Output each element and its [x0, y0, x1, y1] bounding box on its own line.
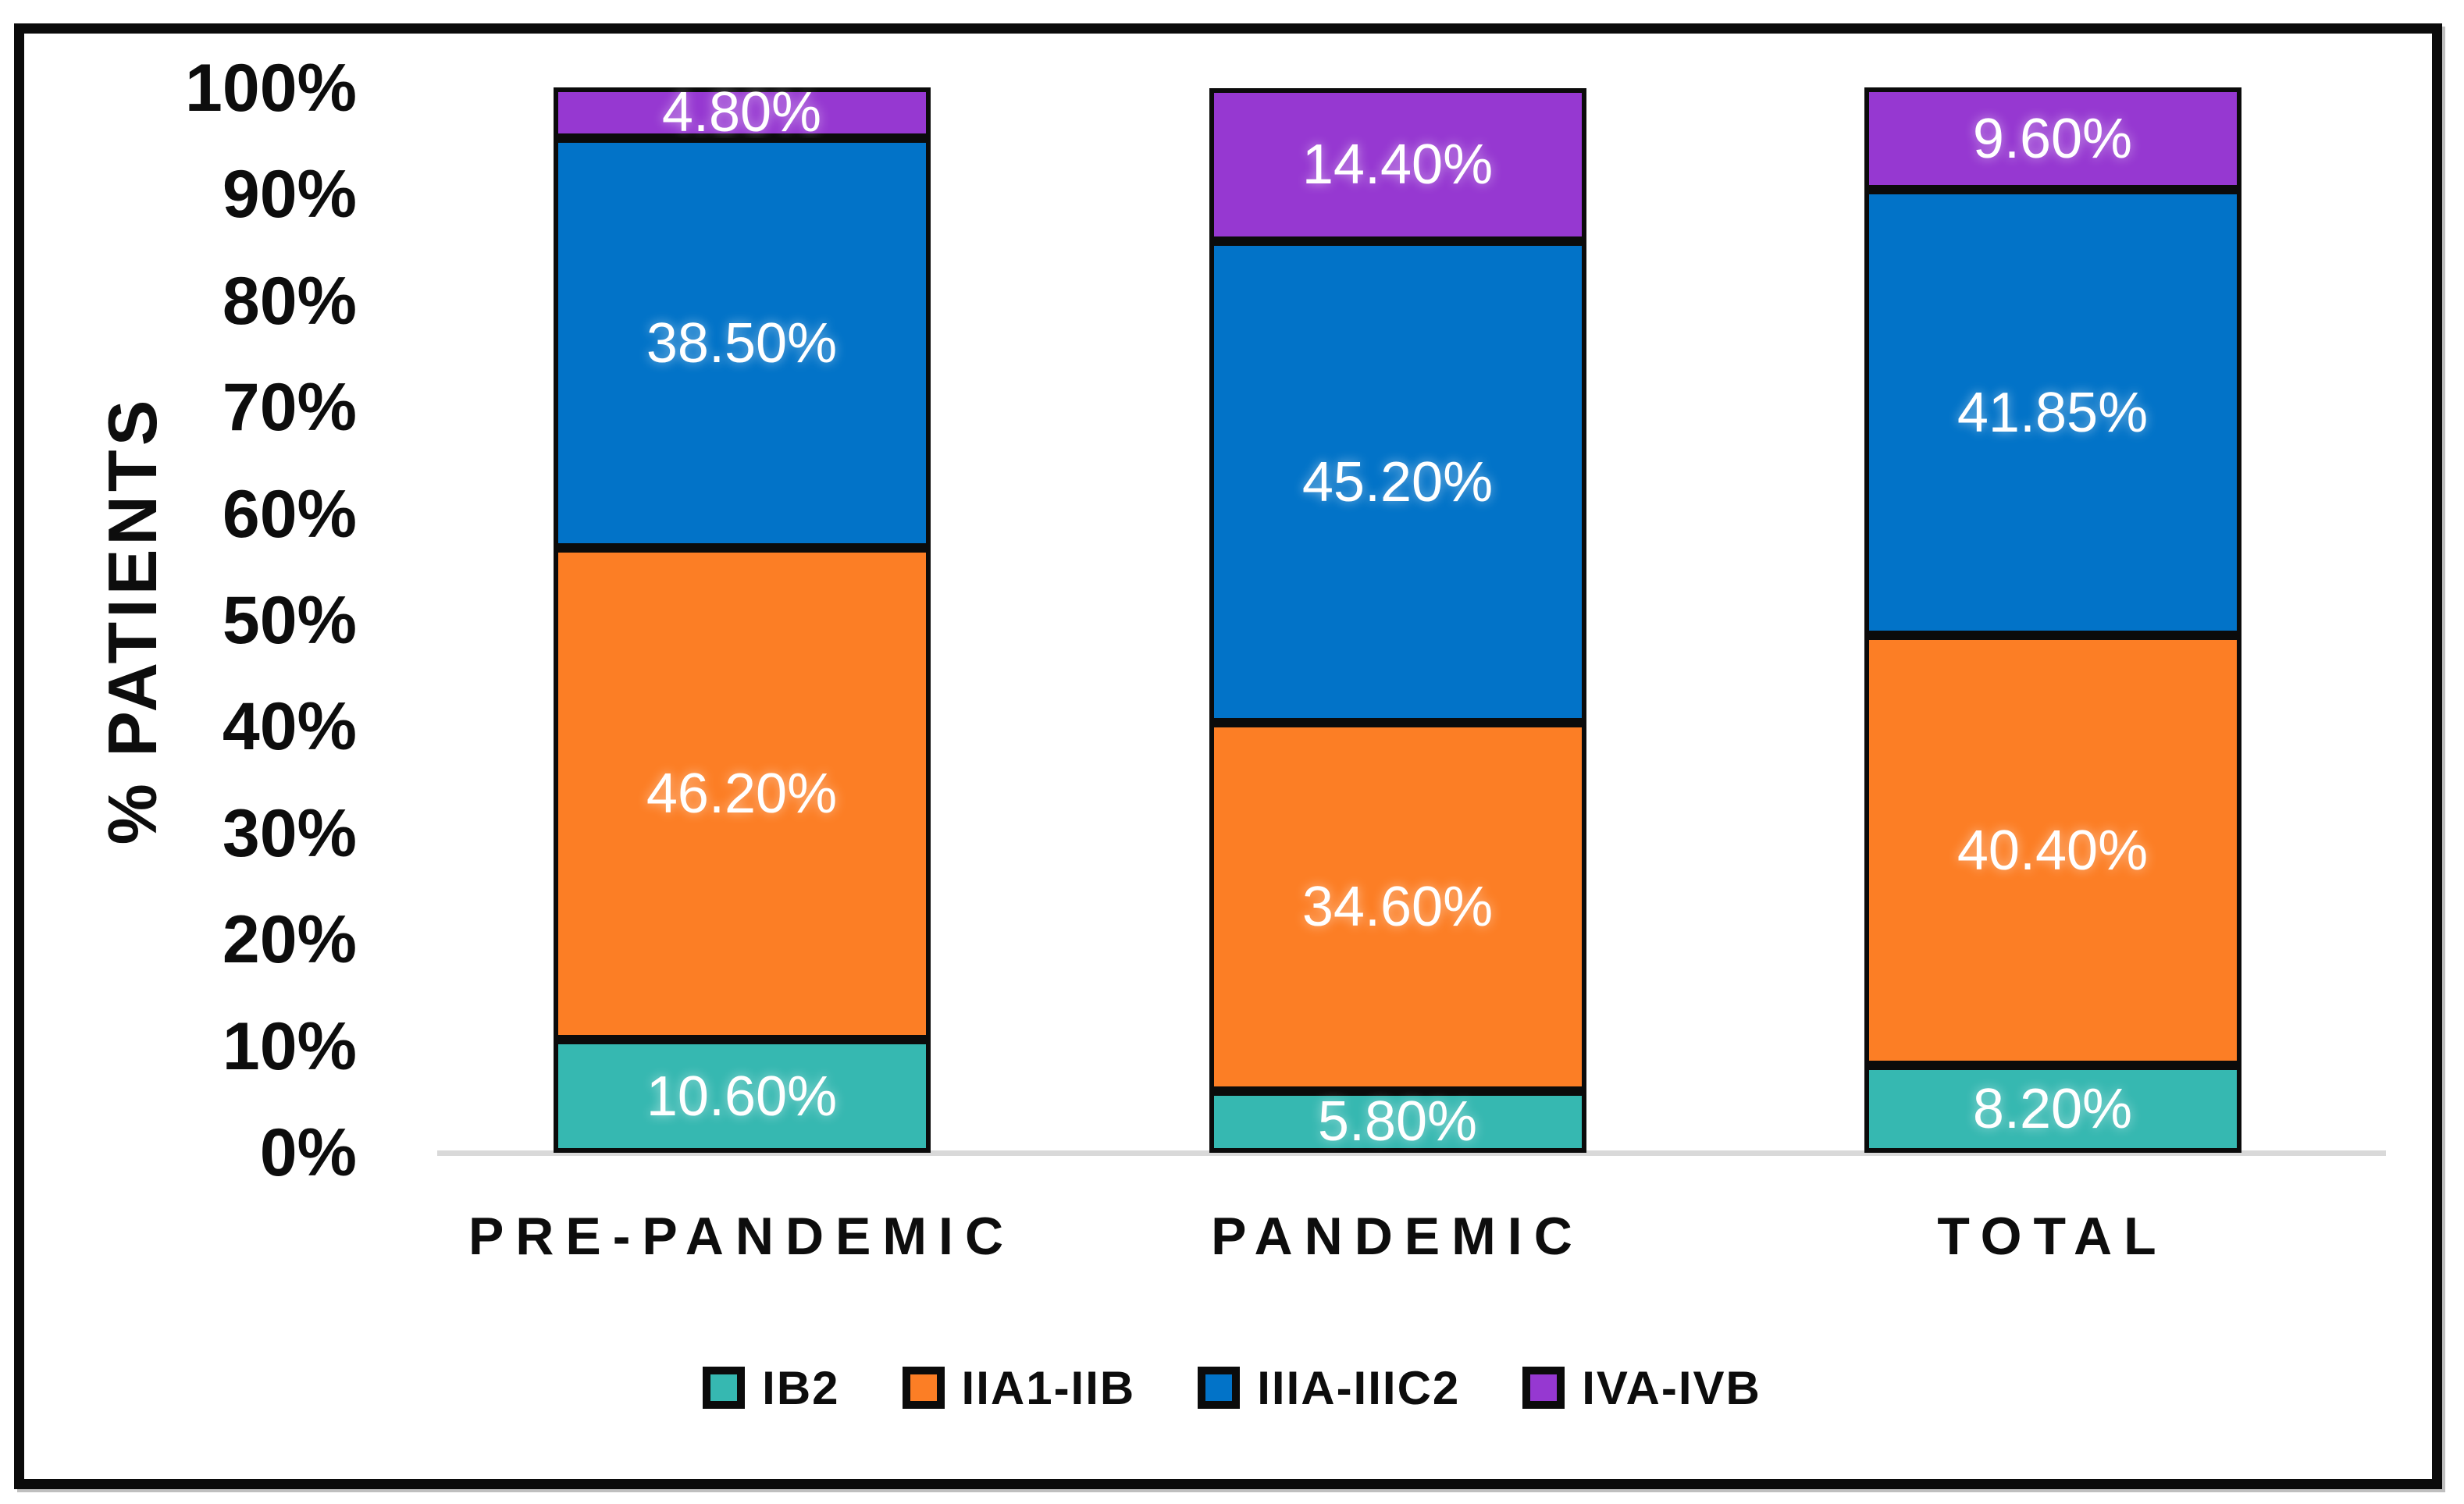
legend-item-iia1-iib: IIA1-IIB: [902, 1361, 1136, 1415]
bar-column-total: 8.20% 40.40% 41.85% 9.60%: [1864, 87, 2241, 1153]
bar-segment-iiia-iiic2: 45.20%: [1209, 241, 1586, 723]
y-tick-label: 0%: [259, 1115, 357, 1190]
legend-label: IIIA-IIIC2: [1257, 1361, 1461, 1414]
y-tick-label: 70%: [222, 370, 357, 446]
y-tick-label: 80%: [222, 263, 357, 339]
legend-swatch-icon: [1198, 1367, 1241, 1409]
segment-data-label: 38.50%: [646, 311, 838, 375]
x-axis-line: [437, 1150, 2386, 1156]
y-tick-label: 60%: [222, 476, 357, 552]
y-tick-label: 100%: [185, 51, 357, 126]
segment-data-label: 8.20%: [1972, 1078, 2133, 1141]
segment-data-label: 4.80%: [661, 81, 822, 144]
bar-segment-iiia-iiic2: 41.85%: [1864, 190, 2241, 636]
bar-segment-iva-ivb: 14.40%: [1209, 88, 1586, 242]
segment-data-label: 9.60%: [1972, 107, 2133, 170]
x-category-label: PANDEMIC: [1211, 1207, 1584, 1266]
bar-segment-iiia-iiic2: 38.50%: [553, 138, 931, 549]
segment-data-label: 41.85%: [1957, 381, 2149, 444]
legend-label: IIA1-IIB: [961, 1361, 1136, 1414]
x-category-label: TOTAL: [1937, 1207, 2168, 1266]
legend: IB2 IIA1-IIB IIIA-IIIC2 IVA-IVB: [0, 1344, 2464, 1431]
segment-data-label: 5.80%: [1317, 1090, 1478, 1154]
y-tick-label: 30%: [222, 795, 357, 871]
legend-item-iiia-iiic2: IIIA-IIIC2: [1198, 1361, 1460, 1415]
y-tick-label: 40%: [222, 689, 357, 765]
y-tick-label: 10%: [222, 1008, 357, 1084]
bar-segment-ib2: 10.60%: [553, 1040, 931, 1153]
y-tick-label: 90%: [222, 157, 357, 233]
legend-swatch-icon: [902, 1367, 945, 1409]
x-category-label: PRE-PANDEMIC: [468, 1207, 1016, 1266]
y-tick-label: 20%: [222, 902, 357, 978]
bar-segment-iia1-iib: 46.20%: [553, 548, 931, 1040]
legend-swatch-icon: [703, 1367, 746, 1409]
bar-column-pre-pandemic: 10.60% 46.20% 38.50% 4.80%: [553, 81, 931, 1153]
segment-data-label: 45.20%: [1301, 450, 1494, 514]
y-tick-label: 50%: [222, 583, 357, 658]
segment-data-label: 14.40%: [1301, 133, 1494, 197]
legend-item-iva-ivb: IVA-IVB: [1522, 1361, 1761, 1415]
bar-segment-iia1-iib: 40.40%: [1864, 635, 2241, 1066]
legend-label: IB2: [762, 1361, 840, 1414]
bar-segment-ib2: 5.80%: [1209, 1090, 1586, 1154]
segment-data-label: 10.60%: [646, 1065, 838, 1128]
segment-data-label: 34.60%: [1301, 875, 1494, 938]
legend-label: IVA-IVB: [1582, 1361, 1761, 1414]
segment-data-label: 40.40%: [1957, 819, 2149, 882]
bar-segment-iia1-iib: 34.60%: [1209, 722, 1586, 1091]
legend-swatch-icon: [1522, 1367, 1565, 1409]
bar-segment-iva-ivb: 4.80%: [553, 81, 931, 144]
legend-item-ib2: IB2: [703, 1361, 839, 1415]
bar-segment-iva-ivb: 9.60%: [1864, 87, 2241, 190]
bar-column-pandemic: 5.80% 34.60% 45.20% 14.40%: [1209, 88, 1586, 1153]
bar-segment-ib2: 8.20%: [1864, 1065, 2241, 1153]
segment-data-label: 46.20%: [646, 763, 838, 826]
